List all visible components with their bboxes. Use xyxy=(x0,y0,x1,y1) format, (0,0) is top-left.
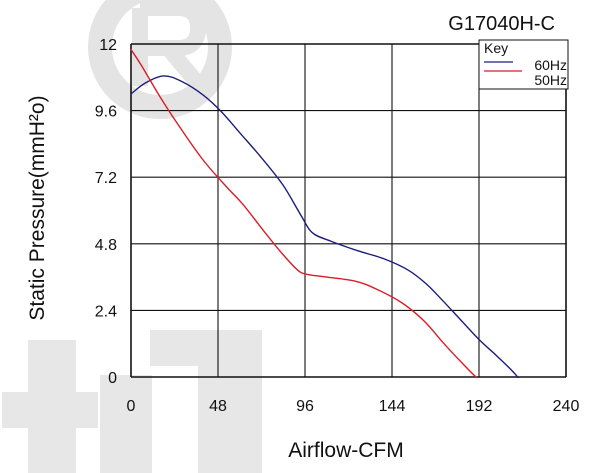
y-tick-label: 4.8 xyxy=(95,237,117,254)
watermark-glyph xyxy=(2,330,262,473)
x-tick-label: 240 xyxy=(553,398,580,415)
y-tick-label: 2.4 xyxy=(95,303,117,320)
y-tick-label: 9.6 xyxy=(95,104,117,121)
legend-label-50hz: 50Hz xyxy=(534,72,567,88)
x-tick-label: 144 xyxy=(379,398,406,415)
y-axis-label: Static Pressure(mmH²o) xyxy=(26,95,49,320)
x-tick-label: 96 xyxy=(296,398,314,415)
y-tick-label: 0 xyxy=(108,370,117,387)
legend-label-60hz: 60Hz xyxy=(534,57,567,73)
registered-letter-shape xyxy=(132,0,207,92)
x-axis-label: Airflow-CFM xyxy=(288,439,404,462)
chart-title: G17040H-C xyxy=(448,13,555,35)
axes: 0 48 96 144 192 240 0 2.4 4.8 7.2 9.6 12 xyxy=(95,37,580,415)
registered-mark-icon xyxy=(88,0,232,119)
series-layer xyxy=(130,48,520,378)
legend-box xyxy=(478,39,569,90)
grid xyxy=(130,43,567,378)
y-tick-label: 12 xyxy=(99,37,117,54)
series-line-60hz xyxy=(130,75,520,378)
x-tick-label: 192 xyxy=(466,398,493,415)
series-line-50hz xyxy=(130,48,479,378)
legend-title: Key xyxy=(484,40,508,56)
watermark xyxy=(2,0,262,473)
x-tick-label: 0 xyxy=(127,398,136,415)
x-tick-label: 48 xyxy=(209,398,227,415)
y-tick-label: 7.2 xyxy=(95,170,117,187)
legend: Key 60Hz 50Hz xyxy=(478,39,569,90)
